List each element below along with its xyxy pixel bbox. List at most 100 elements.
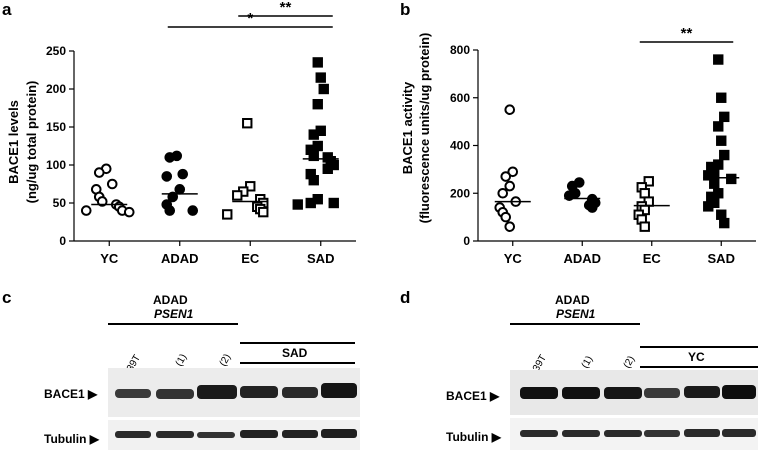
- data-point: [716, 209, 727, 220]
- blot-group2-bar: [640, 366, 758, 368]
- blot-row-label: BACE1 ▶: [446, 389, 499, 403]
- blot-band: [115, 389, 151, 398]
- blot-group2-bar: [240, 342, 355, 344]
- blot-row-label: BACE1 ▶: [44, 387, 97, 401]
- blot-panel-d: ADAD PSEN1 M139T P264L (1) P264L (2) YC …: [400, 288, 761, 450]
- data-point: [716, 135, 727, 146]
- blot-group-title: ADAD: [555, 293, 590, 307]
- blot-row-name: BACE1: [446, 389, 487, 403]
- data-point: [507, 166, 519, 178]
- data-point: [504, 221, 516, 232]
- panel-letter-a: a: [2, 0, 12, 19]
- data-point: [716, 92, 727, 103]
- data-point: [719, 149, 730, 161]
- data-point: [703, 201, 714, 212]
- chart-a: BACE1 levels (ng/ug total protein) 0 50 10…: [6, 0, 356, 266]
- blot-row-label: Tubulin ▶: [446, 430, 501, 444]
- blot-band: [722, 429, 756, 437]
- blot-band: [156, 431, 194, 438]
- blot-row-name: Tubulin: [44, 432, 87, 446]
- panel-letter-c: c: [2, 288, 12, 307]
- y-tick-label: 200: [450, 186, 470, 200]
- data-point: [177, 168, 189, 180]
- data-point: [167, 191, 179, 203]
- data-point: [292, 199, 303, 210]
- data-point: [639, 188, 650, 199]
- data-point: [187, 205, 199, 216]
- blot-image-bace1: [510, 370, 758, 415]
- significance-label: *: [247, 10, 253, 27]
- chart-b: BACE1 activity (fluorescence units/ug pr…: [400, 25, 756, 266]
- y-tick-label: 50: [53, 196, 67, 210]
- blot-row-name: BACE1: [44, 387, 85, 401]
- data-point: [312, 57, 323, 68]
- x-tick-label: ADAD: [563, 251, 601, 266]
- blot-band: [562, 387, 600, 399]
- blot-band: [240, 430, 278, 438]
- blot-group2-label: YC: [688, 350, 705, 364]
- data-point: [164, 152, 176, 163]
- blot-image-tubulin: [510, 418, 758, 450]
- y-axis-label-units: (fluorescence units/ug protein): [417, 33, 432, 224]
- y-axis-label: BACE1 activity: [400, 81, 415, 174]
- y-tick-label: 100: [46, 158, 66, 172]
- data-point: [232, 190, 243, 201]
- data-point: [639, 221, 650, 232]
- data-point: [318, 83, 329, 95]
- x-tick-label: EC: [241, 251, 260, 266]
- data-point: [308, 150, 319, 162]
- y-tick-label: 250: [46, 44, 66, 58]
- blot-band: [684, 386, 720, 398]
- data-point: [308, 129, 319, 140]
- x-tick-label: YC: [100, 251, 119, 266]
- blot-band: [115, 431, 151, 438]
- blot-band: [156, 389, 194, 399]
- y-tick-label: 600: [450, 91, 470, 105]
- data-point: [258, 206, 269, 218]
- significance-label: **: [681, 25, 693, 42]
- x-tick-label: SAD: [708, 251, 735, 266]
- blot-band: [520, 430, 558, 437]
- blot-group-bar: [510, 323, 640, 325]
- data-point: [174, 184, 186, 195]
- y-axis-label-units: (ng/ug total protein): [24, 81, 39, 204]
- blot-group2-label: SAD: [282, 346, 308, 360]
- data-point: [123, 206, 135, 218]
- panel-letter-d: d: [400, 288, 411, 307]
- arrow-icon: ▶: [490, 389, 500, 403]
- significance-label: **: [280, 0, 292, 16]
- blot-group2-bar: [640, 346, 758, 348]
- blot-band: [321, 383, 357, 398]
- data-point: [500, 211, 512, 223]
- data-point: [245, 181, 256, 192]
- blot-band: [197, 385, 237, 399]
- data-point: [164, 205, 176, 216]
- arrow-icon: ▶: [88, 387, 98, 401]
- data-point: [96, 196, 108, 207]
- blot-group2-bar: [240, 362, 355, 364]
- blot-image-tubulin: [108, 420, 360, 450]
- data-point: [308, 175, 319, 186]
- blot-band: [562, 430, 600, 437]
- blot-band: [644, 430, 680, 437]
- blot-row-name: Tubulin: [446, 430, 489, 444]
- data-point: [709, 178, 720, 189]
- blot-band: [282, 387, 318, 398]
- data-point: [322, 163, 333, 175]
- data-point: [80, 205, 92, 216]
- blot-panel-c: ADAD PSEN1 M139T P264L (1) P264L (2) SAD…: [0, 288, 360, 450]
- blot-band: [604, 387, 642, 399]
- blot-band: [197, 432, 235, 438]
- blot-band: [520, 387, 558, 399]
- blot-row-label: Tubulin ▶: [44, 432, 99, 446]
- blot-band: [282, 430, 318, 438]
- y-tick-label: 0: [463, 234, 470, 248]
- data-point: [713, 54, 724, 65]
- data-point: [222, 209, 233, 220]
- blot-band: [644, 388, 680, 398]
- data-point: [643, 176, 654, 187]
- panel-letter-b: b: [400, 0, 411, 19]
- data-point: [586, 202, 598, 213]
- blot-group-title: ADAD: [153, 293, 188, 307]
- data-point: [703, 170, 714, 181]
